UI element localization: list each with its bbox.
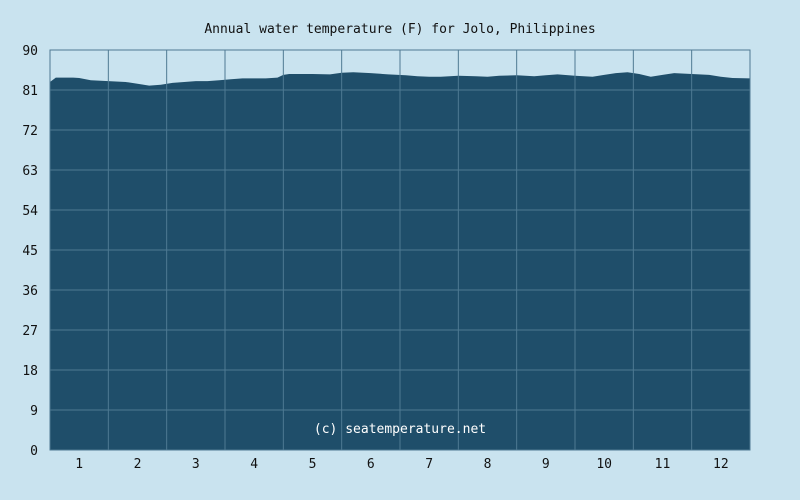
y-tick-label: 72 [22, 124, 38, 139]
y-tick-label: 63 [22, 164, 38, 179]
x-tick-label: 11 [655, 457, 671, 472]
x-tick-label: 6 [367, 457, 375, 472]
y-tick-label: 90 [22, 44, 38, 59]
x-tick-label: 9 [542, 457, 550, 472]
y-tick-label: 27 [22, 324, 38, 339]
x-tick-label: 4 [250, 457, 258, 472]
x-tick-label: 8 [484, 457, 492, 472]
y-tick-label: 36 [22, 284, 38, 299]
y-tick-label: 45 [22, 244, 38, 259]
plot-area [49, 49, 751, 451]
y-tick-label: 0 [30, 444, 38, 459]
x-axis: 1 2 3 4 5 6 7 8 9 10 11 12 [75, 457, 728, 472]
plot-border [49, 49, 751, 451]
x-tick-label: 7 [425, 457, 433, 472]
x-tick-label: 5 [309, 457, 317, 472]
watermark: (c) seatemperature.net [314, 422, 486, 437]
y-axis: 0 9 18 27 36 45 54 63 72 81 90 [22, 44, 38, 459]
x-tick-label: 3 [192, 457, 200, 472]
y-tick-label: 54 [22, 204, 38, 219]
x-tick-label: 10 [596, 457, 612, 472]
y-tick-label: 18 [22, 364, 38, 379]
y-tick-label: 9 [30, 404, 38, 419]
y-tick-label: 81 [22, 84, 38, 99]
x-tick-label: 1 [75, 457, 83, 472]
chart-title: Annual water temperature (F) for Jolo, P… [204, 22, 595, 37]
x-tick-label: 12 [713, 457, 729, 472]
x-tick-label: 2 [134, 457, 142, 472]
